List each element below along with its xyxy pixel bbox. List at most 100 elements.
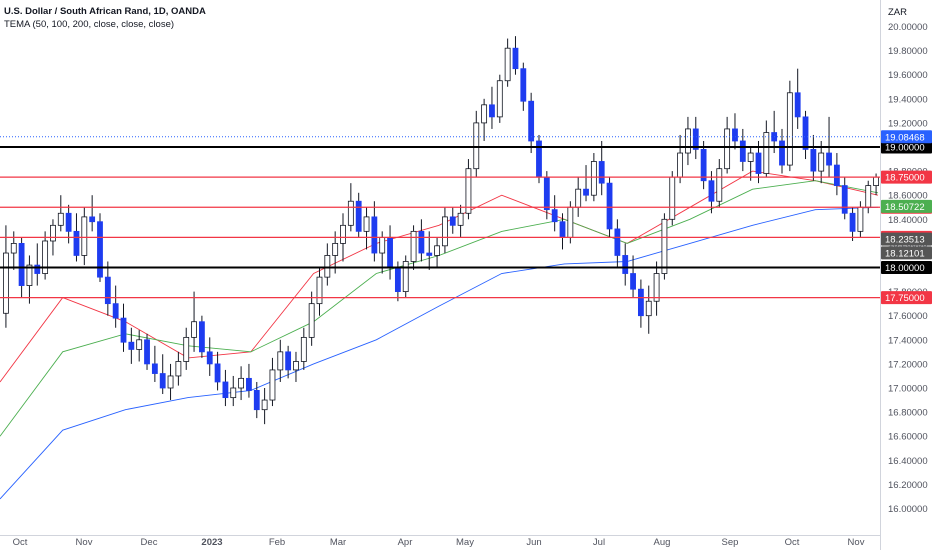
candle[interactable] bbox=[810, 134, 817, 181]
candle[interactable] bbox=[402, 255, 409, 298]
candle[interactable] bbox=[865, 180, 872, 214]
candle[interactable] bbox=[246, 363, 252, 398]
candle[interactable] bbox=[269, 357, 276, 407]
candle[interactable] bbox=[112, 285, 119, 328]
candle[interactable] bbox=[520, 62, 527, 111]
candle[interactable] bbox=[598, 140, 605, 196]
candle[interactable] bbox=[504, 38, 511, 87]
candle[interactable] bbox=[818, 140, 825, 184]
candle[interactable] bbox=[645, 285, 652, 334]
candle[interactable] bbox=[755, 140, 762, 184]
candle[interactable] bbox=[653, 261, 660, 316]
candle[interactable] bbox=[779, 128, 785, 174]
candle[interactable] bbox=[144, 333, 150, 370]
candle[interactable] bbox=[261, 387, 268, 425]
candle[interactable] bbox=[536, 134, 542, 184]
candle[interactable] bbox=[833, 153, 840, 196]
candle[interactable] bbox=[708, 171, 715, 214]
price-tag[interactable]: 18.50722 bbox=[881, 199, 932, 213]
candle[interactable] bbox=[316, 267, 323, 316]
candle[interactable] bbox=[489, 86, 495, 129]
candle[interactable] bbox=[685, 116, 691, 166]
candle[interactable] bbox=[89, 195, 96, 232]
candle[interactable] bbox=[716, 159, 723, 208]
price-tag[interactable]: 19.08468 bbox=[881, 130, 932, 144]
candle[interactable] bbox=[198, 315, 205, 358]
price-tag[interactable]: 19.00000 bbox=[881, 140, 932, 154]
candle[interactable] bbox=[700, 140, 707, 190]
price-axis-panel[interactable] bbox=[880, 0, 932, 550]
candle[interactable] bbox=[300, 327, 307, 370]
candle[interactable] bbox=[661, 213, 668, 280]
candle[interactable] bbox=[81, 207, 88, 266]
price-tag[interactable]: 18.12101 bbox=[881, 246, 932, 259]
candle[interactable] bbox=[551, 195, 558, 232]
candle[interactable] bbox=[481, 98, 488, 141]
candle[interactable] bbox=[151, 345, 158, 382]
candle[interactable] bbox=[724, 116, 731, 174]
candle[interactable] bbox=[285, 345, 292, 379]
candle[interactable] bbox=[175, 351, 182, 386]
candle[interactable] bbox=[308, 291, 315, 346]
candle[interactable] bbox=[512, 36, 519, 75]
candle[interactable] bbox=[449, 207, 456, 234]
candle[interactable] bbox=[637, 279, 644, 328]
candle[interactable] bbox=[457, 204, 464, 238]
candle[interactable] bbox=[622, 243, 629, 286]
candle[interactable] bbox=[371, 201, 378, 262]
candle[interactable] bbox=[857, 201, 864, 238]
candle[interactable] bbox=[473, 110, 480, 178]
candle[interactable] bbox=[410, 225, 417, 270]
candle[interactable] bbox=[120, 303, 127, 352]
candle[interactable] bbox=[332, 231, 339, 274]
candle[interactable] bbox=[434, 237, 440, 268]
candle[interactable] bbox=[849, 207, 856, 241]
candle[interactable] bbox=[3, 225, 9, 328]
candle[interactable] bbox=[324, 243, 331, 286]
candle[interactable] bbox=[230, 375, 237, 407]
candle[interactable] bbox=[277, 339, 284, 382]
candle[interactable] bbox=[528, 92, 535, 154]
candle[interactable] bbox=[97, 213, 103, 282]
candle[interactable] bbox=[559, 213, 566, 250]
candle[interactable] bbox=[692, 116, 699, 160]
price-tag[interactable]: 18.00000 bbox=[881, 261, 932, 274]
candle[interactable] bbox=[732, 113, 738, 150]
candle[interactable] bbox=[669, 171, 676, 226]
candle[interactable] bbox=[387, 225, 393, 280]
candle[interactable] bbox=[355, 192, 362, 238]
candle[interactable] bbox=[747, 147, 754, 181]
candle[interactable] bbox=[575, 177, 582, 217]
candle[interactable] bbox=[418, 219, 425, 262]
candle[interactable] bbox=[763, 120, 770, 178]
time-axis-panel[interactable] bbox=[0, 535, 880, 550]
candle[interactable] bbox=[191, 291, 197, 352]
candle[interactable] bbox=[786, 80, 793, 172]
candle[interactable] bbox=[104, 261, 111, 316]
candle[interactable] bbox=[293, 351, 299, 382]
candle[interactable] bbox=[167, 363, 174, 401]
candle[interactable] bbox=[583, 165, 589, 202]
candle[interactable] bbox=[159, 354, 166, 395]
candle[interactable] bbox=[614, 219, 621, 268]
candle[interactable] bbox=[128, 327, 135, 364]
candle[interactable] bbox=[136, 330, 143, 362]
candle[interactable] bbox=[222, 369, 229, 407]
price-tag[interactable]: 18.75000 bbox=[881, 170, 932, 184]
candle[interactable] bbox=[496, 74, 503, 123]
candle[interactable] bbox=[26, 255, 33, 304]
candle[interactable] bbox=[465, 159, 472, 220]
candle[interactable] bbox=[42, 231, 49, 280]
candle[interactable] bbox=[206, 337, 213, 376]
candle[interactable] bbox=[363, 207, 370, 250]
candle[interactable] bbox=[238, 366, 245, 401]
candle[interactable] bbox=[739, 128, 746, 172]
candle[interactable] bbox=[57, 195, 64, 232]
candle[interactable] bbox=[841, 177, 848, 220]
candle[interactable] bbox=[253, 381, 260, 419]
candle[interactable] bbox=[34, 243, 41, 286]
candle[interactable] bbox=[214, 351, 221, 391]
candle[interactable] bbox=[442, 207, 448, 254]
